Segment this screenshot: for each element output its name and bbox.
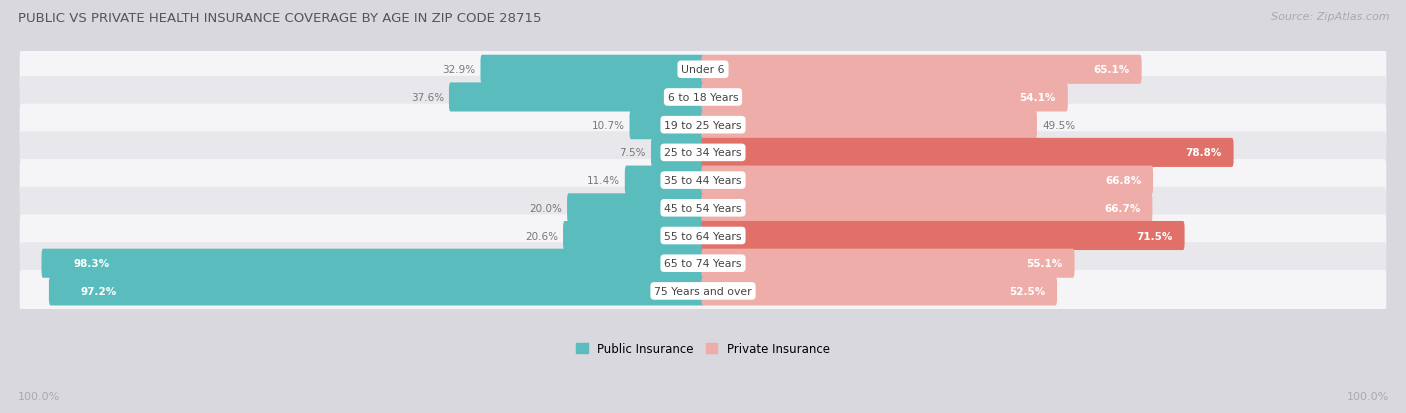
Text: Under 6: Under 6 — [682, 65, 724, 75]
FancyBboxPatch shape — [702, 221, 1185, 250]
Text: 78.8%: 78.8% — [1185, 148, 1222, 158]
Text: 52.5%: 52.5% — [1010, 286, 1045, 296]
Text: 25 to 34 Years: 25 to 34 Years — [664, 148, 742, 158]
FancyBboxPatch shape — [702, 111, 1038, 140]
Text: 97.2%: 97.2% — [80, 286, 117, 296]
FancyBboxPatch shape — [702, 249, 1074, 278]
FancyBboxPatch shape — [481, 56, 704, 85]
Text: PUBLIC VS PRIVATE HEALTH INSURANCE COVERAGE BY AGE IN ZIP CODE 28715: PUBLIC VS PRIVATE HEALTH INSURANCE COVER… — [18, 12, 541, 25]
FancyBboxPatch shape — [20, 242, 1386, 285]
FancyBboxPatch shape — [49, 277, 704, 306]
Text: 20.0%: 20.0% — [529, 203, 562, 213]
Text: 45 to 54 Years: 45 to 54 Years — [664, 203, 742, 213]
FancyBboxPatch shape — [20, 49, 1386, 91]
Text: 100.0%: 100.0% — [18, 391, 60, 401]
FancyBboxPatch shape — [449, 83, 704, 112]
Text: 66.8%: 66.8% — [1105, 176, 1142, 186]
FancyBboxPatch shape — [42, 249, 704, 278]
Text: 65 to 74 Years: 65 to 74 Years — [664, 259, 742, 268]
Text: 6 to 18 Years: 6 to 18 Years — [668, 93, 738, 103]
FancyBboxPatch shape — [567, 194, 704, 223]
Text: 75 Years and over: 75 Years and over — [654, 286, 752, 296]
FancyBboxPatch shape — [20, 270, 1386, 312]
FancyBboxPatch shape — [20, 160, 1386, 202]
Legend: Public Insurance, Private Insurance: Public Insurance, Private Insurance — [571, 337, 835, 360]
FancyBboxPatch shape — [702, 83, 1067, 112]
FancyBboxPatch shape — [20, 132, 1386, 174]
FancyBboxPatch shape — [562, 221, 704, 250]
FancyBboxPatch shape — [702, 56, 1142, 85]
FancyBboxPatch shape — [20, 104, 1386, 146]
FancyBboxPatch shape — [651, 138, 704, 168]
FancyBboxPatch shape — [702, 138, 1233, 168]
Text: 49.5%: 49.5% — [1042, 121, 1076, 131]
Text: 100.0%: 100.0% — [1347, 391, 1389, 401]
Text: Source: ZipAtlas.com: Source: ZipAtlas.com — [1271, 12, 1389, 22]
FancyBboxPatch shape — [702, 166, 1153, 195]
Text: 55 to 64 Years: 55 to 64 Years — [664, 231, 742, 241]
Text: 7.5%: 7.5% — [620, 148, 645, 158]
Text: 11.4%: 11.4% — [586, 176, 620, 186]
Text: 98.3%: 98.3% — [73, 259, 110, 268]
Text: 32.9%: 32.9% — [443, 65, 475, 75]
FancyBboxPatch shape — [20, 187, 1386, 229]
FancyBboxPatch shape — [702, 277, 1057, 306]
Text: 54.1%: 54.1% — [1019, 93, 1056, 103]
FancyBboxPatch shape — [624, 166, 704, 195]
Text: 19 to 25 Years: 19 to 25 Years — [664, 121, 742, 131]
Text: 65.1%: 65.1% — [1094, 65, 1130, 75]
FancyBboxPatch shape — [20, 215, 1386, 257]
FancyBboxPatch shape — [630, 111, 704, 140]
Text: 71.5%: 71.5% — [1136, 231, 1173, 241]
FancyBboxPatch shape — [20, 77, 1386, 119]
FancyBboxPatch shape — [702, 194, 1153, 223]
Text: 35 to 44 Years: 35 to 44 Years — [664, 176, 742, 186]
Text: 37.6%: 37.6% — [411, 93, 444, 103]
Text: 55.1%: 55.1% — [1026, 259, 1063, 268]
Text: 20.6%: 20.6% — [524, 231, 558, 241]
Text: 66.7%: 66.7% — [1104, 203, 1140, 213]
Text: 10.7%: 10.7% — [592, 121, 624, 131]
